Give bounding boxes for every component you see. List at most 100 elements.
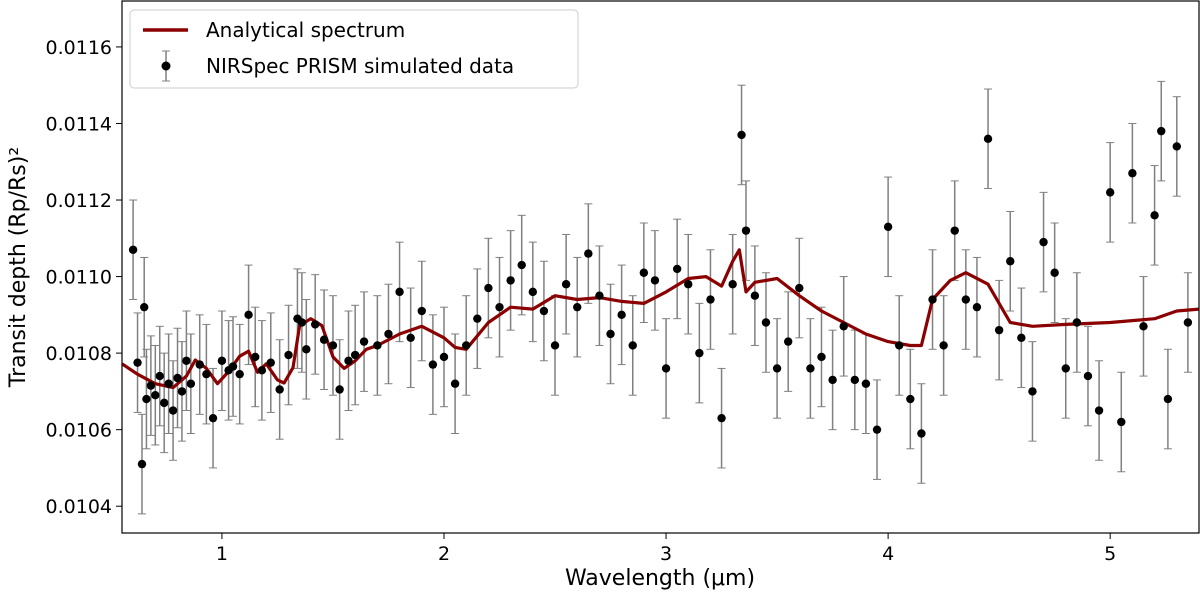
data-point bbox=[142, 394, 151, 404]
data-point bbox=[1061, 364, 1070, 373]
y-axis-ticks: 0.0104 0.0106 0.0108 0.0110 0.0112 0.0114 0.01… bbox=[46, 37, 122, 518]
data-point bbox=[539, 306, 549, 316]
data-point bbox=[177, 387, 187, 396]
data-point bbox=[164, 379, 173, 388]
data-point bbox=[173, 373, 182, 383]
data-point bbox=[406, 333, 415, 343]
data-point bbox=[146, 381, 156, 390]
x-axis-ticks: 1 2 3 4 5 bbox=[216, 533, 1116, 565]
data-point bbox=[155, 371, 164, 381]
data-point bbox=[650, 276, 660, 285]
data-point bbox=[1006, 257, 1015, 266]
data-point bbox=[168, 406, 178, 415]
data-point bbox=[133, 358, 142, 367]
data-point bbox=[1105, 188, 1115, 197]
points-layer bbox=[128, 126, 1193, 469]
data-point bbox=[244, 310, 253, 320]
data-point bbox=[606, 329, 615, 339]
data-point bbox=[450, 379, 460, 388]
data-point bbox=[783, 337, 793, 346]
data-point bbox=[684, 280, 693, 289]
data-point bbox=[235, 369, 244, 379]
data-point bbox=[266, 358, 275, 367]
data-point bbox=[928, 295, 937, 304]
data-point bbox=[195, 360, 204, 369]
data-point bbox=[344, 356, 353, 365]
data-point bbox=[151, 391, 160, 400]
data-point bbox=[1028, 387, 1037, 396]
data-point bbox=[208, 413, 218, 423]
y-tick-label: 0.0104 bbox=[46, 496, 112, 518]
data-point bbox=[302, 345, 311, 354]
errorbars-layer bbox=[129, 80, 1192, 515]
data-point bbox=[994, 325, 1004, 335]
data-point bbox=[850, 375, 860, 385]
data-point bbox=[202, 369, 211, 379]
data-point bbox=[373, 341, 382, 350]
data-point bbox=[972, 302, 982, 312]
data-point bbox=[895, 341, 904, 350]
data-point bbox=[661, 364, 671, 373]
data-point bbox=[573, 302, 582, 312]
data-point bbox=[328, 341, 338, 350]
data-point bbox=[484, 283, 493, 293]
data-point bbox=[1050, 268, 1059, 277]
data-point bbox=[617, 310, 626, 320]
data-point bbox=[182, 356, 191, 365]
data-point bbox=[795, 283, 804, 293]
legend-label-nirspec: NIRSpec PRISM simulated data bbox=[206, 54, 514, 78]
data-point bbox=[584, 249, 593, 258]
data-point bbox=[728, 280, 737, 289]
data-point bbox=[639, 268, 649, 277]
data-point bbox=[1094, 406, 1104, 415]
data-point bbox=[1183, 318, 1193, 327]
data-point bbox=[750, 291, 760, 300]
data-point bbox=[695, 348, 704, 358]
data-point bbox=[137, 459, 147, 469]
data-point bbox=[284, 350, 293, 360]
plot-frame bbox=[121, 0, 1200, 534]
data-point bbox=[473, 314, 482, 323]
y-tick-label: 0.0116 bbox=[46, 37, 112, 59]
data-point bbox=[772, 364, 782, 373]
data-point bbox=[595, 291, 604, 300]
y-tick-label: 0.0110 bbox=[46, 267, 112, 289]
x-tick-label: 5 bbox=[1104, 543, 1116, 565]
data-point bbox=[1017, 333, 1026, 343]
data-point bbox=[395, 287, 404, 297]
data-point bbox=[251, 352, 260, 362]
data-point bbox=[983, 134, 993, 143]
data-point bbox=[350, 350, 360, 360]
data-point bbox=[861, 379, 871, 388]
data-point bbox=[761, 318, 771, 327]
data-point bbox=[950, 226, 959, 235]
data-point bbox=[228, 362, 238, 371]
data-point bbox=[872, 425, 882, 434]
x-tick-label: 2 bbox=[438, 543, 450, 565]
data-point bbox=[159, 398, 169, 408]
data-point bbox=[428, 360, 438, 369]
data-point bbox=[1172, 142, 1181, 151]
x-axis-title: Wavelength (μm) bbox=[565, 566, 755, 591]
y-tick-label: 0.0114 bbox=[46, 113, 112, 135]
y-tick-label: 0.0108 bbox=[46, 343, 112, 365]
data-point bbox=[461, 341, 471, 350]
data-point bbox=[528, 287, 538, 297]
data-point bbox=[1083, 371, 1093, 381]
y-tick-label: 0.0112 bbox=[46, 190, 112, 212]
line-layer bbox=[121, 248, 1200, 390]
data-point bbox=[417, 306, 426, 316]
data-point bbox=[1128, 169, 1137, 178]
legend: Analytical spectrum NIRSpec PRISM simula… bbox=[129, 9, 579, 89]
legend-label-analytical: Analytical spectrum bbox=[206, 18, 405, 42]
data-point bbox=[717, 413, 726, 423]
data-point bbox=[1150, 211, 1159, 220]
data-point bbox=[1072, 318, 1082, 327]
data-point bbox=[561, 280, 571, 289]
data-point bbox=[1039, 237, 1048, 247]
data-point bbox=[1139, 322, 1148, 331]
x-tick-label: 4 bbox=[882, 543, 894, 565]
data-point bbox=[439, 352, 449, 362]
